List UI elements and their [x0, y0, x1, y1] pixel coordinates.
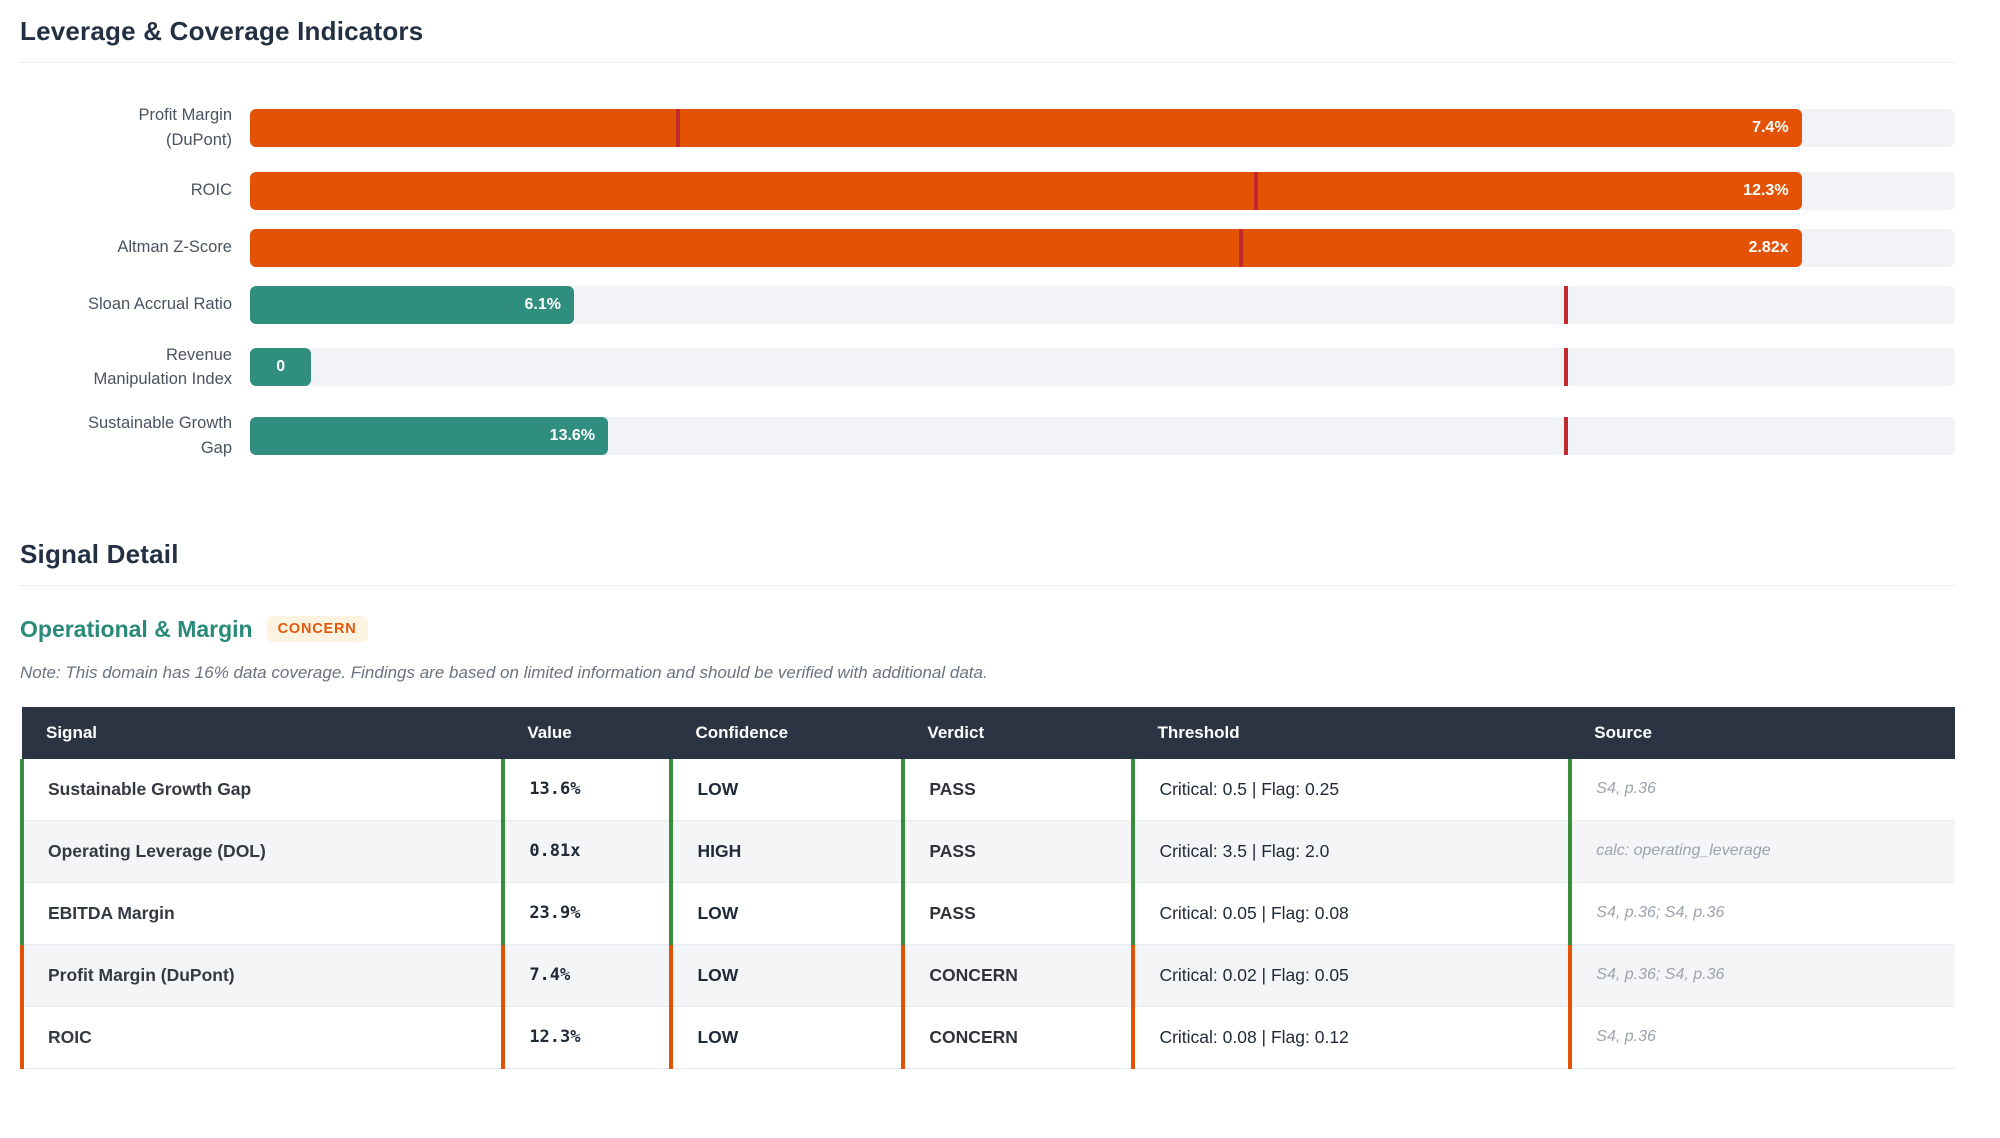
cell-source: S4, p.36 [1568, 1006, 1955, 1069]
bar-fill: 7.4% [250, 108, 1802, 147]
cell-signal: Sustainable Growth Gap [19, 758, 504, 821]
status-badge: CONCERN [266, 616, 368, 642]
section-divider [20, 62, 1955, 63]
chart-row: Revenue Manipulation Index 0 [20, 343, 1955, 393]
bar-track: 6.1% [250, 285, 1955, 324]
cell-confidence: LOW [669, 882, 904, 945]
threshold-marker [1564, 285, 1569, 324]
cell-value: 0.81x [501, 820, 672, 883]
leverage-bar-chart: Profit Margin (DuPont) 7.4% ROIC 12.3% A… [20, 103, 1955, 461]
bar-fill: 13.6% [250, 416, 609, 455]
col-header-threshold: Threshold [1133, 706, 1571, 759]
signal-table-header: Signal Value Confidence Verdict Threshol… [22, 706, 1955, 759]
cell-threshold: Critical: 3.5 | Flag: 2.0 [1131, 820, 1571, 883]
leverage-section-title: Leverage & Coverage Indicators [20, 16, 424, 46]
bar-value-label: 7.4% [1752, 118, 1789, 136]
bar-value-label: 13.6% [549, 426, 596, 444]
domain-title: Operational & Margin [20, 615, 253, 642]
bar-value-label: 0 [276, 358, 286, 376]
bar-fill: 0 [250, 348, 312, 387]
cell-confidence: LOW [669, 1006, 904, 1069]
cell-verdict: CONCERN [901, 944, 1134, 1007]
chart-row: ROIC 12.3% [20, 171, 1955, 210]
bar-label: Sustainable Growth Gap [88, 414, 232, 457]
bar-value-label: 12.3% [1743, 181, 1789, 199]
table-row: ROIC 12.3% LOW CONCERN Critical: 0.08 | … [19, 1006, 1955, 1069]
signal-detail-section: Signal Detail Operational & Margin CONCE… [19, 538, 1955, 1069]
cell-source: S4, p.36; S4, p.36 [1568, 944, 1955, 1007]
threshold-marker [1253, 171, 1258, 210]
cell-value: 13.6% [501, 758, 672, 821]
cell-signal: Profit Margin (DuPont) [19, 944, 504, 1007]
cell-threshold: Critical: 0.08 | Flag: 0.12 [1131, 1006, 1571, 1069]
cell-signal: ROIC [19, 1006, 504, 1069]
bar-track: 2.82x [250, 228, 1955, 267]
cell-source: S4, p.36; S4, p.36 [1568, 882, 1955, 945]
cell-verdict: PASS [901, 820, 1134, 883]
col-header-source: Source [1570, 706, 1955, 759]
chart-row: Sloan Accrual Ratio 6.1% [20, 285, 1955, 324]
cell-source: calc: operating_leverage [1568, 820, 1955, 883]
bar-value-label: 6.1% [524, 295, 561, 313]
bar-fill: 6.1% [250, 285, 574, 324]
bar-value-label: 2.82x [1748, 238, 1789, 256]
cell-verdict: CONCERN [901, 1006, 1134, 1069]
cell-source: S4, p.36 [1568, 758, 1955, 821]
table-row: Operating Leverage (DOL) 0.81x HIGH PASS… [19, 820, 1955, 883]
cell-confidence: LOW [669, 944, 904, 1007]
cell-verdict: PASS [901, 758, 1134, 821]
table-row: Profit Margin (DuPont) 7.4% LOW CONCERN … [19, 944, 1955, 1007]
col-header-confidence: Confidence [671, 706, 904, 759]
cell-confidence: LOW [669, 758, 904, 821]
col-header-value: Value [503, 706, 672, 759]
chart-row: Altman Z-Score 2.82x [20, 228, 1955, 267]
col-header-verdict: Verdict [903, 706, 1134, 759]
signal-detail-title: Signal Detail [20, 538, 179, 569]
report-page: Leverage & Coverage Indicators Profit Ma… [19, 16, 1955, 1069]
bar-label: Profit Margin (DuPont) [138, 106, 232, 149]
cell-threshold: Critical: 0.02 | Flag: 0.05 [1131, 944, 1571, 1007]
table-row: EBITDA Margin 23.9% LOW PASS Critical: 0… [19, 882, 1955, 945]
domain-heading: Operational & Margin CONCERN [20, 616, 1955, 643]
bar-track: 12.3% [250, 171, 1955, 210]
cell-verdict: PASS [901, 882, 1134, 945]
cell-threshold: Critical: 0.05 | Flag: 0.08 [1131, 882, 1571, 945]
bar-track: 13.6% [250, 416, 1955, 455]
threshold-marker [1238, 228, 1243, 267]
cell-value: 12.3% [501, 1006, 672, 1069]
cell-signal: Operating Leverage (DOL) [19, 820, 504, 883]
cell-signal: EBITDA Margin [19, 882, 504, 945]
bar-label: Altman Z-Score [117, 238, 232, 257]
section-divider [20, 584, 1955, 586]
bar-track: 0 [250, 348, 1955, 387]
chart-row: Sustainable Growth Gap 13.6% [20, 411, 1955, 461]
cell-value: 23.9% [501, 882, 672, 945]
cell-confidence: HIGH [669, 820, 904, 883]
bar-fill: 12.3% [250, 171, 1802, 210]
bar-label: ROIC [190, 181, 232, 200]
leverage-coverage-section: Leverage & Coverage Indicators Profit Ma… [20, 16, 1955, 461]
threshold-marker [675, 108, 680, 147]
cell-value: 7.4% [501, 944, 672, 1007]
signal-table: Signal Value Confidence Verdict Threshol… [19, 706, 1955, 1069]
threshold-marker [1564, 416, 1569, 455]
bar-label: Revenue Manipulation Index [93, 345, 232, 389]
table-row: Sustainable Growth Gap 13.6% LOW PASS Cr… [19, 758, 1955, 821]
threshold-marker [1564, 348, 1569, 387]
cell-threshold: Critical: 0.5 | Flag: 0.25 [1131, 758, 1571, 821]
bar-track: 7.4% [250, 108, 1955, 147]
coverage-note: Note: This domain has 16% data coverage.… [20, 662, 988, 682]
chart-row: Profit Margin (DuPont) 7.4% [20, 103, 1955, 153]
bar-fill: 2.82x [250, 228, 1802, 267]
col-header-signal: Signal [22, 706, 504, 759]
bar-label: Sloan Accrual Ratio [88, 295, 232, 314]
